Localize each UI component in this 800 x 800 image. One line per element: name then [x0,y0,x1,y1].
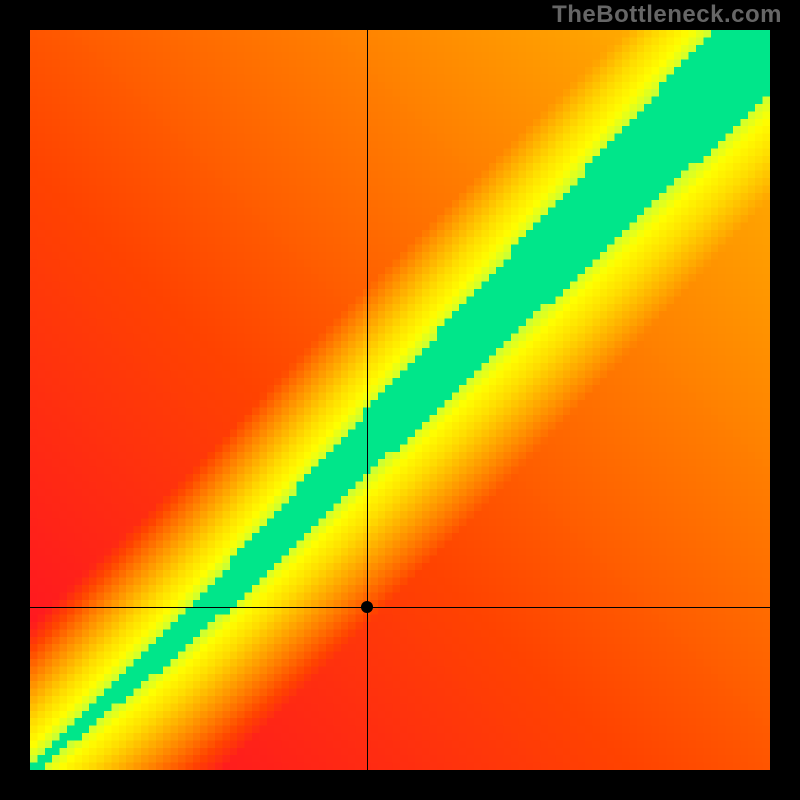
heatmap-canvas [30,30,770,770]
crosshair-horizontal [30,607,770,608]
crosshair-marker-dot [361,601,373,613]
crosshair-vertical [367,30,368,770]
watermark-text: TheBottleneck.com [552,1,782,29]
